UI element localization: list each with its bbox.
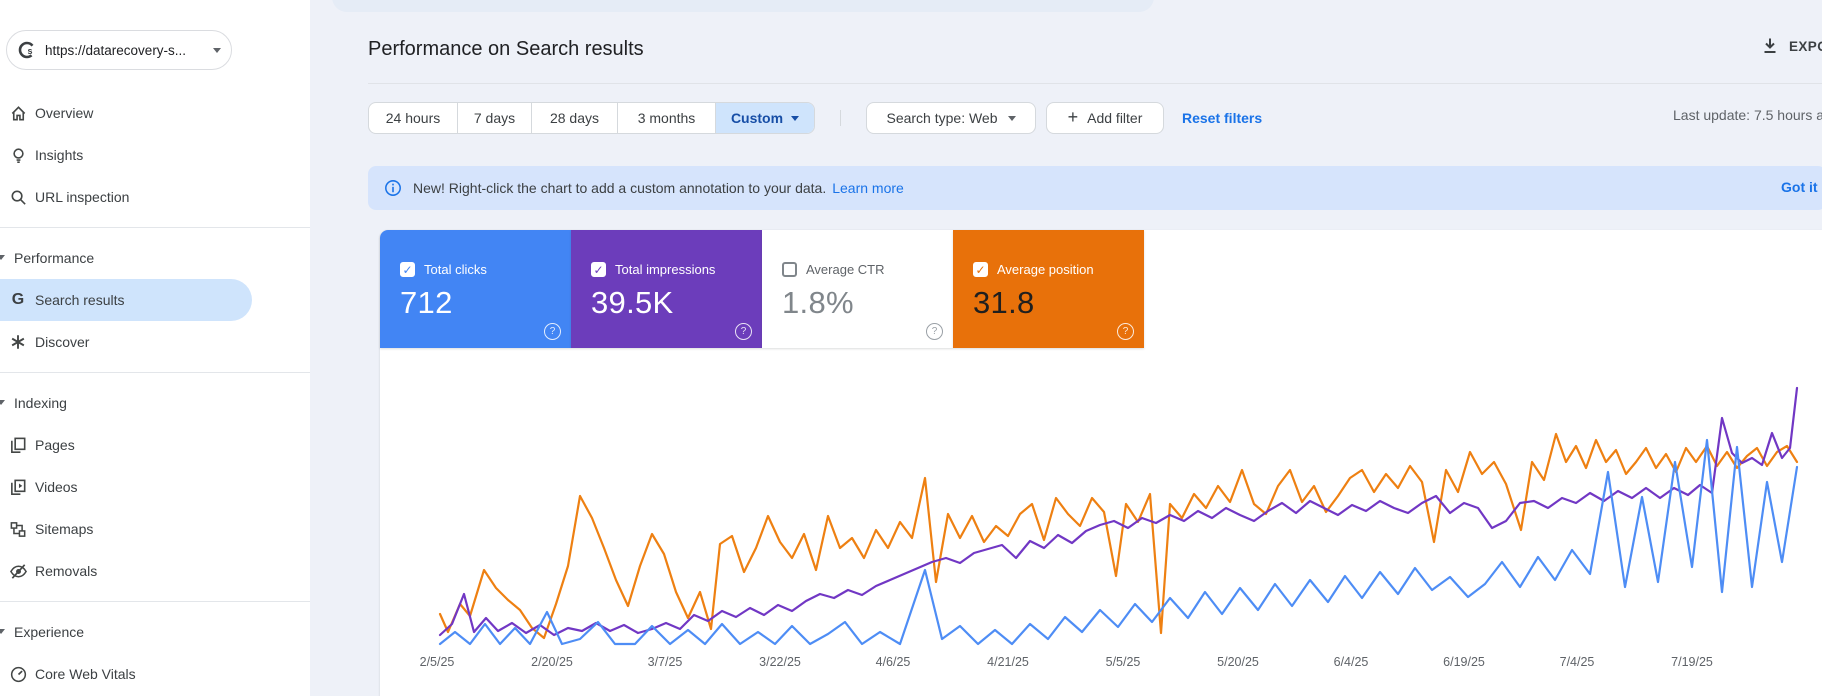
checkbox-icon[interactable]: ✓	[400, 262, 415, 277]
property-url: https://datarecovery-s...	[45, 42, 187, 58]
google-g-icon: G	[11, 291, 25, 308]
metric-value: 1.8%	[782, 285, 854, 320]
pages-icon	[8, 435, 28, 455]
metric-value: 712	[400, 285, 453, 320]
search-console-logo: s	[17, 40, 37, 60]
chevron-down-icon	[213, 47, 221, 53]
download-icon	[1760, 36, 1780, 56]
help-icon[interactable]: ?	[735, 323, 752, 340]
sidebar-item-videos[interactable]: Videos	[0, 466, 310, 508]
search-type-dropdown[interactable]: Search type: Web	[866, 102, 1036, 134]
sidebar-item-search-results[interactable]: G Search results	[0, 279, 252, 321]
series-line-average-position	[438, 432, 1799, 640]
x-axis-label: 2/20/25	[531, 655, 573, 669]
tab-3-months[interactable]: 3 months	[617, 103, 715, 133]
export-button[interactable]: EXPORT	[1760, 36, 1822, 56]
sidebar-item-core-web-vitals[interactable]: Core Web Vitals	[0, 653, 310, 695]
sidebar-divider	[0, 372, 310, 373]
x-axis-label: 6/4/25	[1333, 655, 1369, 669]
metric-tile-average-ctr[interactable]: Average CTR 1.8% ?	[762, 230, 953, 348]
page-title: Performance on Search results	[368, 38, 644, 60]
sitemap-icon	[8, 519, 28, 539]
lightbulb-icon	[8, 145, 28, 165]
metric-tile-average-position[interactable]: ✓ Average position 31.8 ?	[953, 230, 1144, 348]
sidebar-section-indexing[interactable]: Indexing	[0, 382, 310, 424]
gauge-icon	[8, 664, 28, 684]
chevron-down-icon	[791, 115, 800, 121]
metric-value: 31.8	[973, 285, 1035, 320]
sidebar: s https://datarecovery-s... Overview Ins…	[0, 0, 310, 696]
eye-off-icon	[8, 561, 28, 581]
info-icon	[384, 179, 402, 197]
sidebar-item-sitemaps[interactable]: Sitemaps	[0, 508, 310, 550]
tab-7-days[interactable]: 7 days	[457, 103, 531, 133]
got-it-button[interactable]: Got it	[1781, 179, 1818, 195]
sidebar-item-insights[interactable]: Insights	[0, 134, 310, 176]
property-selector[interactable]: s https://datarecovery-s...	[6, 30, 232, 70]
sidebar-section-performance[interactable]: Performance	[0, 237, 310, 279]
tab-28-days[interactable]: 28 days	[531, 103, 617, 133]
series-line-total-impressions	[438, 386, 1799, 637]
help-icon[interactable]: ?	[926, 323, 943, 340]
section-chevron-icon	[0, 255, 5, 260]
video-icon	[8, 477, 28, 497]
section-chevron-icon	[0, 400, 5, 405]
sidebar-item-removals[interactable]: Removals	[0, 550, 310, 592]
svg-text:s: s	[28, 46, 33, 56]
sidebar-item-url-inspection[interactable]: URL inspection	[0, 176, 310, 218]
section-chevron-icon	[0, 629, 5, 634]
magnifier-icon	[8, 187, 28, 207]
performance-line-chart[interactable]	[380, 352, 1810, 652]
x-axis-label: 5/20/25	[1217, 655, 1259, 669]
help-icon[interactable]: ?	[544, 323, 561, 340]
metric-value: 39.5K	[591, 285, 674, 320]
checkbox-icon[interactable]	[782, 262, 797, 277]
x-axis-label: 4/21/25	[987, 655, 1029, 669]
asterisk-icon	[8, 332, 28, 352]
checkbox-icon[interactable]: ✓	[973, 262, 988, 277]
reset-filters-link[interactable]: Reset filters	[1182, 110, 1263, 126]
annotation-banner: New! Right-click the chart to add a cust…	[368, 166, 1822, 210]
date-range-tabs: 24 hours 7 days 28 days 3 months Custom	[368, 102, 815, 134]
sidebar-divider	[0, 227, 310, 228]
toolbar-divider	[840, 110, 841, 126]
series-line-total-clicks	[438, 438, 1799, 646]
x-axis-label: 7/4/25	[1559, 655, 1595, 669]
add-filter-button[interactable]: + Add filter	[1046, 102, 1164, 134]
header-divider	[368, 83, 1822, 84]
sidebar-item-discover[interactable]: Discover	[0, 321, 310, 363]
metric-tile-total-impressions[interactable]: ✓ Total impressions 39.5K ?	[571, 230, 762, 348]
x-axis-label: 7/19/25	[1671, 655, 1713, 669]
x-axis-label: 5/5/25	[1105, 655, 1141, 669]
sidebar-item-pages[interactable]: Pages	[0, 424, 310, 466]
learn-more-link[interactable]: Learn more	[832, 180, 904, 196]
plus-icon: +	[1067, 107, 1079, 127]
checkbox-icon[interactable]: ✓	[591, 262, 606, 277]
sidebar-divider	[0, 601, 310, 602]
chevron-down-icon	[1007, 115, 1016, 121]
x-axis-label: 3/22/25	[759, 655, 801, 669]
top-search-bar-remnant	[332, 0, 1154, 12]
tab-24-hours[interactable]: 24 hours	[385, 110, 441, 126]
sidebar-item-overview[interactable]: Overview	[0, 92, 310, 134]
tab-custom[interactable]: Custom	[715, 103, 814, 133]
banner-text: New! Right-click the chart to add a cust…	[413, 180, 827, 196]
sidebar-nav: Overview Insights URL inspection Perform…	[0, 92, 310, 695]
x-axis-label: 6/19/25	[1443, 655, 1485, 669]
last-update-text: Last update: 7.5 hours ago	[1673, 107, 1822, 123]
metric-tile-total-clicks[interactable]: ✓ Total clicks 712 ?	[380, 230, 571, 348]
sidebar-section-experience[interactable]: Experience	[0, 611, 310, 653]
x-axis-label: 2/5/25	[419, 655, 455, 669]
x-axis-label: 4/6/25	[875, 655, 911, 669]
home-icon	[8, 103, 28, 123]
help-icon[interactable]: ?	[1117, 323, 1134, 340]
x-axis-label: 3/7/25	[647, 655, 683, 669]
